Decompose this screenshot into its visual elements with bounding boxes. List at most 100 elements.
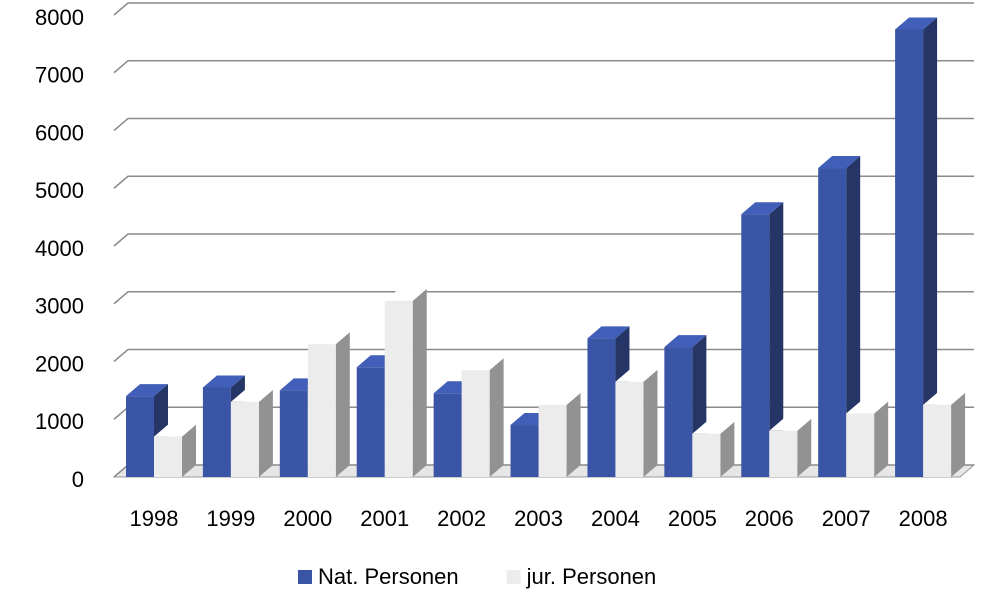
bar-top: [664, 335, 707, 348]
bar: [615, 381, 644, 477]
bar-top: [818, 156, 861, 169]
bar-side: [643, 369, 658, 477]
x-tick-label: 2007: [822, 506, 871, 531]
bar-top: [461, 358, 504, 371]
grid-line: [113, 117, 974, 132]
bar: [510, 425, 539, 477]
y-tick-label: 8000: [35, 5, 84, 30]
bar: [230, 401, 259, 477]
bar-side: [797, 418, 812, 477]
bar-top: [154, 424, 196, 437]
x-tick-label: 2001: [360, 506, 409, 531]
bar-top: [384, 288, 427, 301]
y-tick-label: 3000: [35, 294, 84, 319]
bar-side: [182, 424, 196, 477]
bar-group: [384, 288, 427, 477]
bar-top: [202, 375, 245, 388]
bar-top: [923, 392, 966, 405]
x-tick-label: 2006: [745, 506, 794, 531]
bar: [741, 214, 770, 478]
bar-group: [154, 424, 196, 477]
bar-group: [923, 392, 966, 477]
bar: [126, 396, 154, 477]
bar: [664, 347, 693, 477]
legend-label: Nat. Personen: [318, 564, 459, 589]
bar-top: [846, 401, 889, 414]
x-tick-label: 2003: [514, 506, 563, 531]
bar: [846, 413, 875, 477]
bar-group: [307, 332, 350, 477]
grid-line: [113, 291, 974, 305]
grid-line: [113, 233, 974, 247]
bar: [279, 390, 308, 477]
bar-group: [895, 17, 938, 477]
bar-top: [615, 369, 658, 382]
bar-side: [720, 421, 735, 477]
grid-line: [113, 2, 974, 16]
y-tick-label: 7000: [35, 63, 84, 88]
bar-group: [692, 421, 735, 477]
bar-top: [126, 384, 168, 397]
bar-side: [566, 392, 581, 477]
bar-top: [230, 389, 273, 402]
y-tick-label: 2000: [35, 351, 84, 376]
bar: [356, 367, 385, 477]
bar-top: [741, 202, 784, 215]
bar-group: [818, 156, 861, 477]
bar-side: [489, 358, 504, 477]
x-tick-label: 2005: [668, 506, 717, 531]
bar-side: [923, 17, 938, 477]
bar-group: [230, 389, 273, 477]
bar-side: [951, 392, 966, 477]
bar-side: [412, 288, 427, 477]
bar: [202, 387, 231, 477]
bar: [692, 433, 721, 477]
legend-label: jur. Personen: [526, 564, 657, 589]
bar: [538, 404, 567, 477]
bar: [154, 436, 182, 477]
bar-group: [664, 335, 707, 477]
y-tick-label: 6000: [35, 120, 84, 145]
bar: [587, 338, 616, 477]
bar-group: [846, 401, 889, 477]
bar-group: [461, 358, 504, 477]
bar: [818, 168, 847, 477]
x-tick-label: 1999: [206, 506, 255, 531]
x-tick-label: 2000: [283, 506, 332, 531]
bar: [384, 300, 413, 477]
y-tick-label: 1000: [35, 409, 84, 434]
bar: [461, 370, 490, 477]
bar: [307, 344, 336, 477]
bar-group: [769, 418, 812, 477]
grid-line: [113, 175, 974, 189]
x-tick-label: 2002: [437, 506, 486, 531]
y-tick-label: 4000: [35, 236, 84, 261]
y-tick-label: 5000: [35, 178, 84, 203]
bar-group: [538, 392, 581, 477]
x-tick-label: 2004: [591, 506, 640, 531]
bar-side: [258, 389, 273, 477]
x-tick-label: 1998: [130, 506, 179, 531]
bar-top: [538, 392, 581, 405]
bar-top: [587, 326, 630, 339]
bar-group: [615, 369, 658, 477]
legend-swatch: [298, 570, 312, 584]
y-tick-label: 0: [72, 467, 84, 492]
bar: [769, 430, 798, 477]
legend-swatch: [506, 570, 521, 584]
bar: [923, 404, 952, 477]
bar-top: [307, 332, 350, 345]
bar: [895, 29, 924, 477]
bar-side: [874, 401, 889, 477]
bar-group: [741, 202, 784, 478]
bar-side: [335, 332, 350, 477]
bar-group: [202, 375, 245, 477]
bar: [433, 393, 462, 477]
grid-line: [113, 60, 974, 74]
bar-top: [769, 418, 812, 431]
bar-top: [692, 421, 735, 434]
bar-side: [769, 202, 784, 478]
bar-side: [846, 156, 861, 477]
bar-top: [895, 17, 938, 30]
